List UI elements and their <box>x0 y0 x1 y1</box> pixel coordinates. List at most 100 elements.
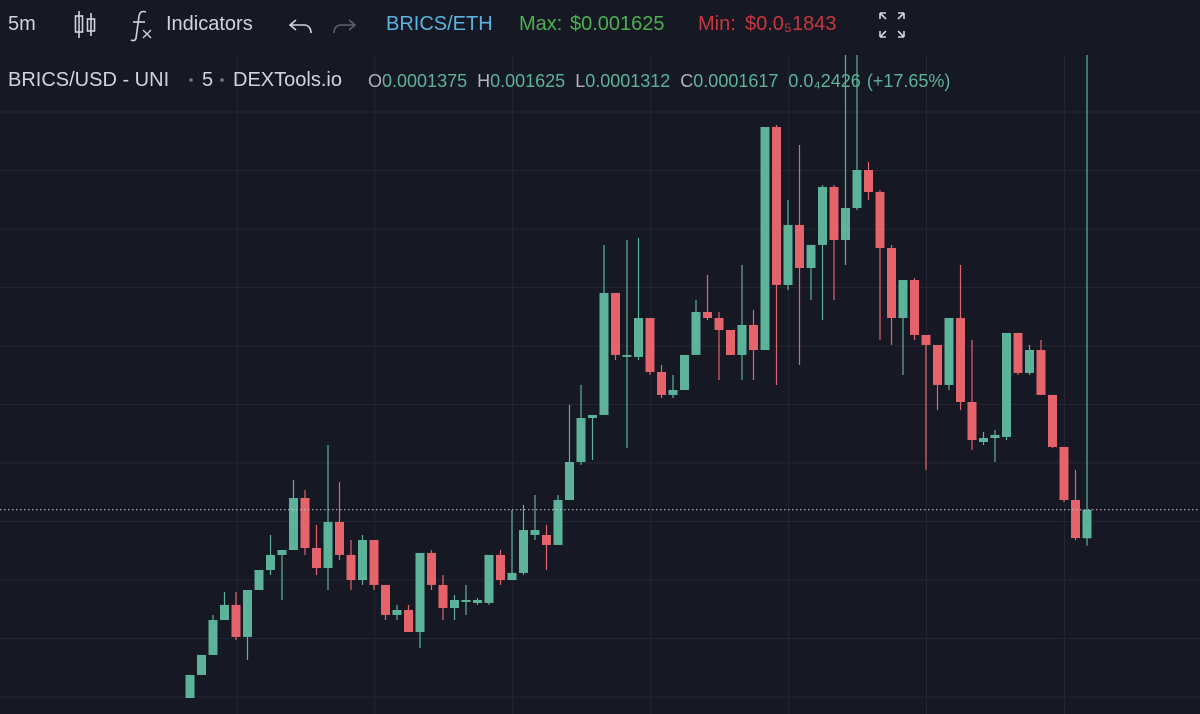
ohlc-label: H <box>477 71 491 91</box>
candle-body <box>680 354 689 390</box>
candle-body <box>1025 350 1034 373</box>
candle-body <box>783 224 793 285</box>
candle-body <box>599 292 609 415</box>
candle-body <box>565 462 574 500</box>
chart-type-icon[interactable] <box>74 11 96 38</box>
candle-body <box>841 208 850 240</box>
candle-body <box>530 530 540 535</box>
candle-body <box>944 318 954 385</box>
indicators[interactable]: Indicators <box>166 13 253 35</box>
ohlc-label: C <box>680 71 694 91</box>
candle-body <box>415 552 425 632</box>
candle-body <box>507 572 517 580</box>
candle-body <box>289 498 298 550</box>
ohlc-label: O <box>368 71 383 91</box>
interval[interactable]: 5m <box>8 13 36 35</box>
candle-body <box>956 318 965 402</box>
undo-icon[interactable] <box>288 19 312 34</box>
candle-body <box>473 600 482 603</box>
ohlc-label: L <box>575 71 586 91</box>
candle-body <box>772 126 781 285</box>
indicators-icon[interactable] <box>130 10 152 42</box>
candle-body <box>875 192 885 248</box>
candle-body <box>933 344 942 385</box>
candle-body <box>519 530 528 573</box>
ohlc-value: 0.0001312 <box>585 71 671 91</box>
candle-body <box>1059 446 1069 500</box>
candle-body <box>967 402 977 440</box>
candle-body <box>979 438 988 442</box>
candle-body <box>1071 500 1080 538</box>
candle-body <box>806 244 816 268</box>
candle-body <box>300 498 310 548</box>
candle-body <box>691 312 701 355</box>
ohlc-item: H0.001625 <box>477 72 565 90</box>
candle-body <box>1082 509 1092 539</box>
max-label: Max: <box>519 13 563 35</box>
ohlc-item: L0.0001312 <box>575 72 670 90</box>
candle-body <box>197 654 206 675</box>
candle-body <box>749 324 758 350</box>
candle-body <box>484 554 494 603</box>
candle-body <box>220 604 229 620</box>
candle-body <box>346 554 356 580</box>
candle-body <box>645 318 655 372</box>
change-pct: (+17.65%) <box>866 71 951 91</box>
candle-body <box>450 600 459 608</box>
candle-body <box>427 552 436 585</box>
candle-body <box>254 570 264 590</box>
candle-body <box>737 324 747 355</box>
min-value: $0.0₅1843 <box>745 13 837 35</box>
candle-body <box>990 434 1000 438</box>
ohlc-value: 0.0001617 <box>693 71 779 91</box>
candle-body <box>657 372 666 395</box>
ohlc-value: 0.0001375 <box>382 71 468 91</box>
candle-body <box>818 186 827 245</box>
candle-body <box>887 248 896 318</box>
candle-body <box>611 292 620 355</box>
candle-body <box>864 170 873 192</box>
candle-body <box>703 312 712 318</box>
candle-body <box>312 548 321 568</box>
source: DEXTools.io <box>233 69 342 91</box>
candle-body <box>795 224 804 268</box>
candle-body <box>760 126 770 350</box>
candle-body <box>1013 332 1023 373</box>
candle-body <box>1002 332 1011 437</box>
candle-body <box>542 534 551 545</box>
candle-body <box>358 540 367 580</box>
candle-body <box>921 334 931 345</box>
candle-body <box>726 330 735 355</box>
candle-body <box>829 186 839 240</box>
ohlc-value: 0.001625 <box>490 71 566 91</box>
resolution: 5 <box>202 69 214 91</box>
separator <box>220 78 224 82</box>
candle-body <box>714 318 724 330</box>
candle-body <box>208 620 218 655</box>
candle-body <box>185 674 195 698</box>
max-value: $0.001625 <box>570 13 665 35</box>
candle-body <box>1048 394 1057 447</box>
candle-body <box>910 280 919 335</box>
candle-body <box>898 280 908 318</box>
symbol-title: BRICS/USD - UNI <box>8 69 170 91</box>
candle-body <box>381 584 390 615</box>
candle-body <box>622 354 632 357</box>
candle-body <box>553 500 563 545</box>
candle-body <box>231 604 241 637</box>
candle-body <box>852 170 862 208</box>
candle-body <box>588 414 597 418</box>
min-label: Min: <box>698 13 736 35</box>
fullscreen-icon[interactable] <box>879 12 905 38</box>
candle-body <box>277 550 287 555</box>
candle-body <box>576 418 586 462</box>
candle-body <box>634 318 643 357</box>
candle-body <box>1036 350 1046 395</box>
change: 0.0₄2426 <box>788 71 861 91</box>
pair[interactable]: BRICS/ETH <box>386 13 493 35</box>
candle-body <box>323 522 333 568</box>
candle-body <box>461 600 471 602</box>
candle-body <box>392 610 402 615</box>
